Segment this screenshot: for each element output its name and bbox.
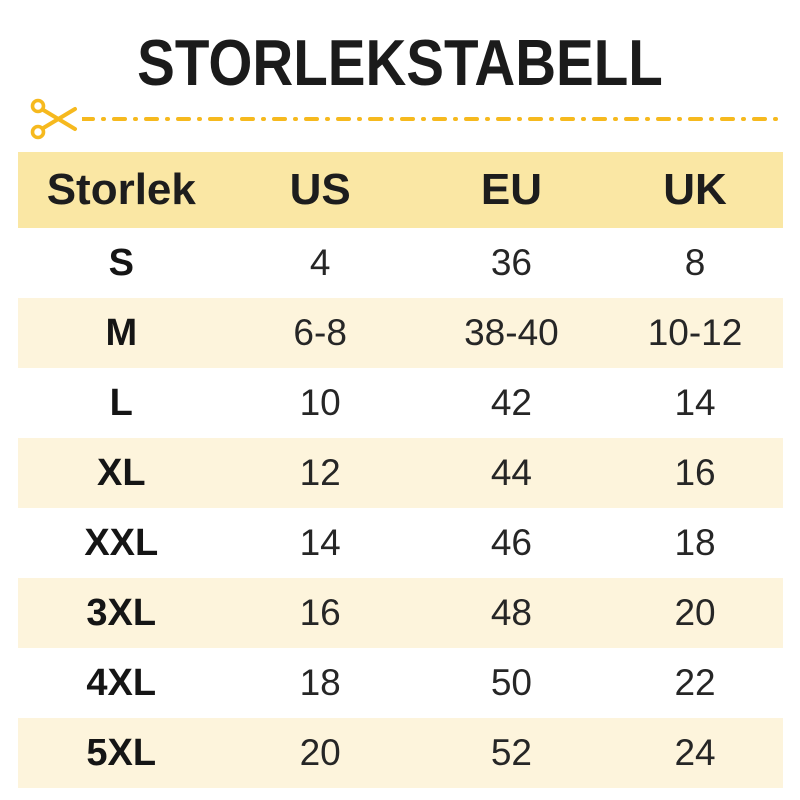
size-value-cell: 36 [415, 228, 608, 298]
size-value-cell: 44 [415, 438, 608, 508]
size-value-cell: 22 [607, 648, 783, 718]
size-value-cell: 10 [224, 368, 416, 438]
size-label-cell: L [18, 368, 225, 438]
size-value-cell: 48 [415, 578, 608, 648]
table-row: L 10 42 14 [18, 368, 783, 438]
size-label-cell: 5XL [18, 718, 225, 788]
size-value-cell: 14 [224, 508, 416, 578]
size-value-cell: 24 [607, 718, 783, 788]
size-conversion-table: Storlek US EU UK S 4 36 8 M 6-8 38-40 10-12 L 10 4… [18, 152, 783, 788]
size-label-cell: XL [18, 438, 225, 508]
table-row: 5XL 20 52 24 [18, 718, 783, 788]
size-label-cell: M [18, 298, 225, 368]
size-value-cell: 16 [607, 438, 783, 508]
size-value-cell: 14 [607, 368, 783, 438]
column-header-us: US [224, 152, 416, 228]
column-header-storlek: Storlek [18, 152, 225, 228]
size-value-cell: 38-40 [415, 298, 608, 368]
size-table-body: S 4 36 8 M 6-8 38-40 10-12 L 10 42 14 XL 12 44 16 XXL 14 4… [18, 228, 783, 788]
table-row: M 6-8 38-40 10-12 [18, 298, 783, 368]
column-header-uk: UK [607, 152, 783, 228]
table-row: S 4 36 8 [18, 228, 783, 298]
size-value-cell: 20 [224, 718, 416, 788]
size-label-cell: XXL [18, 508, 225, 578]
page-title: STORLEKSTABELL [137, 26, 663, 99]
size-value-cell: 20 [607, 578, 783, 648]
size-value-cell: 50 [415, 648, 608, 718]
size-value-cell: 6-8 [224, 298, 416, 368]
scissors-icon [30, 98, 77, 140]
table-row: XL 12 44 16 [18, 438, 783, 508]
size-label-cell: S [18, 228, 225, 298]
size-value-cell: 46 [415, 508, 608, 578]
size-value-cell: 52 [415, 718, 608, 788]
size-value-cell: 10-12 [607, 298, 783, 368]
size-label-cell: 4XL [18, 648, 225, 718]
table-row: XXL 14 46 18 [18, 508, 783, 578]
table-row: 3XL 16 48 20 [18, 578, 783, 648]
cut-here-line [28, 96, 784, 142]
table-row: 4XL 18 50 22 [18, 648, 783, 718]
size-value-cell: 18 [607, 508, 783, 578]
dashed-cut-line [82, 117, 784, 121]
size-value-cell: 16 [224, 578, 416, 648]
size-value-cell: 18 [224, 648, 416, 718]
table-header-row: Storlek US EU UK [18, 152, 783, 228]
size-value-cell: 42 [415, 368, 608, 438]
size-value-cell: 12 [224, 438, 416, 508]
size-value-cell: 8 [607, 228, 783, 298]
size-label-cell: 3XL [18, 578, 225, 648]
column-header-eu: EU [415, 152, 608, 228]
size-value-cell: 4 [224, 228, 416, 298]
